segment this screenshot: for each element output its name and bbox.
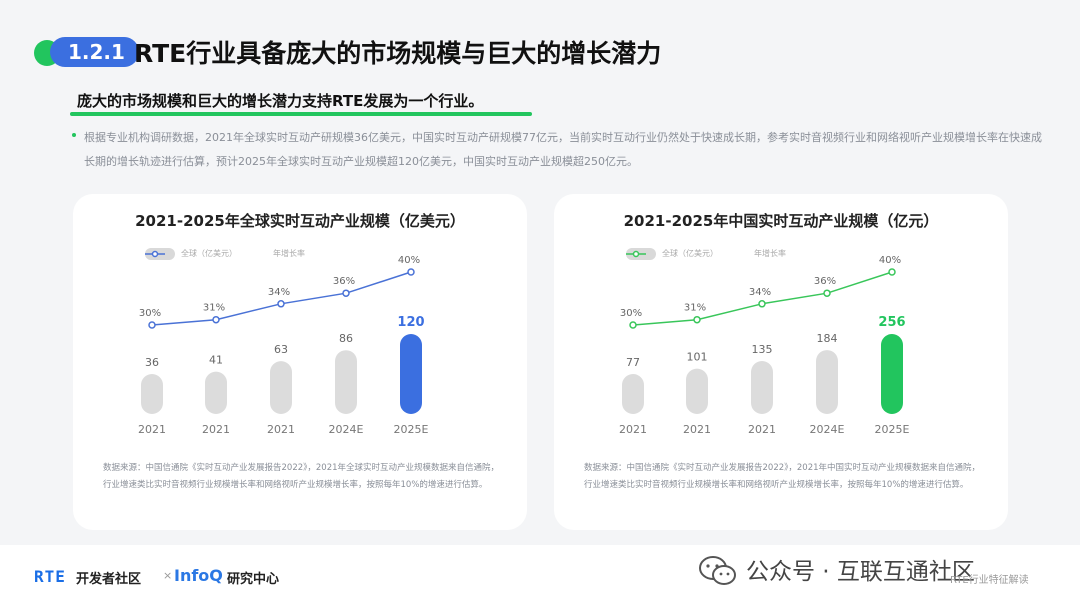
legend-line-label: 年增长率 <box>273 249 305 258</box>
china-growth-label-3: 36% <box>814 276 836 287</box>
legend-line-swatch <box>626 250 646 258</box>
global-x-tick-4: 2025E <box>394 423 429 436</box>
china-x-tick-0: 2021 <box>619 423 647 436</box>
global-growth-label-1: 31% <box>203 303 225 314</box>
global-growth-point-1 <box>212 315 220 324</box>
china-growth-point-4 <box>888 268 896 276</box>
china-bar-label-1: 101 <box>687 351 708 364</box>
global-x-tick-0: 2021 <box>138 423 166 436</box>
bullet-dot <box>72 133 76 137</box>
global-growth-point-0 <box>148 321 156 329</box>
china-growth-point-0 <box>629 321 637 329</box>
global-growth-label-4: 40% <box>398 255 420 266</box>
rte-logo-subtitle: 开发者社区 <box>76 572 142 587</box>
china-bar-label-4: 256 <box>878 315 905 330</box>
china-bar-label-0: 77 <box>626 356 640 369</box>
china-bar-3 <box>816 350 838 414</box>
china-x-tick-4: 2025E <box>875 423 910 436</box>
china-growth-label-0: 30% <box>620 308 642 319</box>
global-growth-point-3 <box>342 289 350 297</box>
global-bar-label-3: 86 <box>339 332 353 345</box>
global-x-tick-3: 2024E <box>329 423 364 436</box>
global-bar-2 <box>270 361 292 414</box>
china-bar-label-2: 135 <box>752 343 773 356</box>
global-chart-card: 36 2021 41 2021 63 2021 86 2024E 120 2025E 30% 31% 3… <box>73 194 527 530</box>
china-growth-point-3 <box>823 289 831 297</box>
global-x-tick-2: 2021 <box>267 423 295 436</box>
header: 1.2.1 RTE行业具备庞大的市场规模与巨大的增长潜力 <box>0 0 1080 80</box>
global-growth-point-4 <box>407 268 415 276</box>
china-growth-point-2 <box>758 300 766 308</box>
global-growth-point-2 <box>277 300 285 308</box>
global-bar-label-4: 120 <box>397 315 424 330</box>
china-chart-title: 2021-2025年中国实时互动产业规模（亿元） <box>623 212 939 230</box>
china-x-tick-1: 2021 <box>683 423 711 436</box>
wechat-icon <box>699 556 736 585</box>
subtitle: 庞大的市场规模和巨大的增长潜力支持RTE发展为一个行业。 <box>77 92 484 110</box>
global-growth-label-0: 30% <box>139 308 161 319</box>
global-growth-label-2: 34% <box>268 287 290 298</box>
china-growth-label-2: 34% <box>749 287 771 298</box>
china-growth-point-1 <box>693 315 701 324</box>
subtitle-underline <box>70 112 532 116</box>
global-growth-label-3: 36% <box>333 276 355 287</box>
global-chart-svg: 36 2021 41 2021 63 2021 86 2024E 120 2025E 30% 31% 3… <box>138 255 429 436</box>
global-bar-3 <box>335 350 357 414</box>
global-bar-1 <box>205 371 227 414</box>
china-bar-2 <box>751 361 773 414</box>
china-bar-1 <box>686 368 708 414</box>
legend-line-swatch <box>145 250 165 258</box>
watermark: 公众号 · 互联互通社区 <box>746 559 975 585</box>
section-number: 1.2.1 <box>50 37 139 67</box>
global-bar-label-2: 63 <box>274 343 288 356</box>
china-bar-0 <box>622 374 644 414</box>
china-growth-label-1: 31% <box>684 303 706 314</box>
global-bar-4 <box>400 334 422 414</box>
china-growth-label-4: 40% <box>879 255 901 266</box>
global-bar-0 <box>141 374 163 414</box>
china-growth-line <box>632 271 893 326</box>
global-bar-label-0: 36 <box>145 356 159 369</box>
logo-separator: × <box>163 569 173 582</box>
footer: RTE 开发者社区 × InfoQ 研究中心 公众号 · 互联互通社区 RTE行… <box>0 545 1080 608</box>
china-chart-svg: 77 2021 101 2021 135 2021 184 2024E 256 2025E 30% 3… <box>619 255 910 436</box>
china-x-tick-2: 2021 <box>748 423 776 436</box>
page-title: RTE行业具备庞大的市场规模与巨大的增长潜力 <box>134 39 662 68</box>
china-x-tick-3: 2024E <box>810 423 845 436</box>
global-x-tick-1: 2021 <box>202 423 230 436</box>
china-bar-4 <box>881 334 903 414</box>
infoq-logo: InfoQ <box>174 566 223 585</box>
global-bar-label-1: 41 <box>209 354 223 367</box>
china-chart-source: 数据来源：中国信通院《实时互动产业发展报告2022》，2021年中国实时互动产业… <box>584 463 981 490</box>
legend-line-label: 年增长率 <box>754 249 786 258</box>
legend-bar-label: 全球（亿美元） <box>662 249 718 258</box>
body-text: 根据专业机构调研数据，2021年全球实时互动产研规模36亿美元，中国实时互动产研… <box>84 131 1042 168</box>
china-chart-card: 77 2021 101 2021 135 2021 184 2024E 256 2025E 30% 3… <box>554 194 1008 530</box>
global-chart-source: 数据来源：中国信通院《实时互动产业发展报告2022》，2021年全球实时互动产业… <box>103 463 500 490</box>
legend-bar-label: 全球（亿美元） <box>181 249 237 258</box>
global-growth-line <box>151 271 412 326</box>
china-bar-label-3: 184 <box>817 332 838 345</box>
infoq-logo-subtitle: 研究中心 <box>227 572 280 587</box>
rte-logo: RTE <box>34 567 66 586</box>
footer-tag: RTE行业特征解读 <box>950 575 1029 586</box>
global-chart-title: 2021-2025年全球实时互动产业规模（亿美元） <box>135 212 465 230</box>
